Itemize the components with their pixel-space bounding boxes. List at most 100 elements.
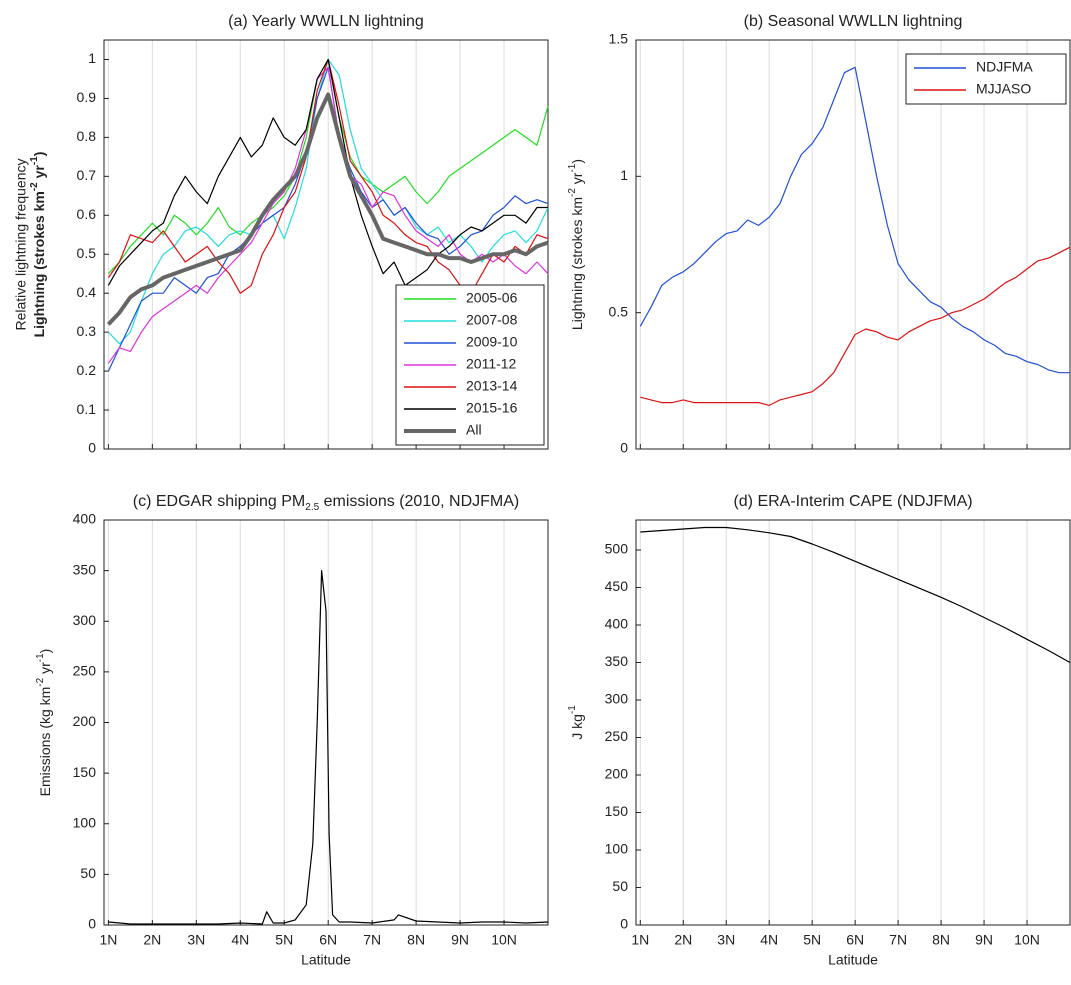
y-axis-label: Relative lightning frequency xyxy=(13,159,29,331)
x-tick-label: 6N xyxy=(319,932,337,948)
x-tick-label: 8N xyxy=(407,932,425,948)
legend-label: 2011-12 xyxy=(466,356,517,372)
legend-label: 2013-14 xyxy=(466,378,518,394)
chart-title: (c) EDGAR shipping PM2.5 emissions (2010… xyxy=(133,493,519,513)
x-tick-label: 4N xyxy=(231,932,249,948)
y-axis-label: Emissions (kg km-2 yr-1) xyxy=(35,649,53,797)
y-axis-label-part: -2 xyxy=(29,182,40,191)
y-tick-label: 150 xyxy=(73,764,97,780)
y-tick-label: 350 xyxy=(605,653,629,669)
series-line xyxy=(106,92,549,326)
y-axis-label-part: ) xyxy=(31,152,47,157)
plot-frame xyxy=(103,519,549,926)
x-tick-label: 2N xyxy=(674,932,692,948)
chart-title-part: emissions (2010, NDJFMA) xyxy=(319,493,519,510)
x-axis-label: Latitude xyxy=(301,952,351,968)
y-tick-label: 0.7 xyxy=(77,167,97,183)
x-tick-label: 5N xyxy=(803,932,821,948)
plot-frame xyxy=(635,39,1071,450)
chart-title-part: (c) EDGAR shipping PM xyxy=(133,493,306,510)
y-tick-label: 200 xyxy=(73,713,97,729)
y-axis-label-part: -2 xyxy=(567,188,578,197)
x-tick-label: 5N xyxy=(275,932,293,948)
legend-label: 2005-06 xyxy=(466,290,518,306)
y-tick-label: 100 xyxy=(73,814,97,830)
y-tick-label: 300 xyxy=(605,691,629,707)
y-tick-label: 350 xyxy=(73,561,97,577)
legend-label: 2015-16 xyxy=(466,400,518,416)
y-tick-label: 50 xyxy=(612,878,628,894)
y-tick-label: 400 xyxy=(605,616,629,632)
series-line xyxy=(640,526,1071,664)
x-tick-label: 3N xyxy=(717,932,735,948)
y-tick-label: 0.1 xyxy=(77,401,97,417)
y-tick-label: 100 xyxy=(605,841,629,857)
y-axis-label-part: -1 xyxy=(567,163,578,172)
y-axis-label: Lightning (strokes km-2 yr-1) xyxy=(567,159,585,330)
y-axis-label-part: yr xyxy=(31,165,47,183)
y-tick-label: 0.2 xyxy=(77,362,97,378)
series-line xyxy=(640,246,1071,406)
y-tick-label: 0.5 xyxy=(609,303,629,319)
x-tick-label: 2N xyxy=(143,932,161,948)
y-tick-label: 150 xyxy=(605,803,629,819)
x-tick-label: 10N xyxy=(491,932,517,948)
y-tick-label: 0 xyxy=(88,916,96,932)
y-tick-label: 50 xyxy=(80,865,96,881)
y-tick-label: 0.3 xyxy=(77,323,97,339)
y-axis-label-part: -2 xyxy=(35,677,46,686)
x-tick-label: 8N xyxy=(932,932,950,948)
y-axis-label-part: -1 xyxy=(567,705,578,714)
chart-title: (b) Seasonal WWLLN lightning xyxy=(744,13,963,30)
y-tick-label: 400 xyxy=(73,511,97,527)
series-line xyxy=(107,58,548,286)
y-tick-label: 450 xyxy=(605,578,629,594)
y-axis-label-part: J kg xyxy=(569,714,585,740)
y-axis-label-part: Lightning (strokes km xyxy=(31,191,47,337)
y-tick-label: 500 xyxy=(605,541,629,557)
plot-frame xyxy=(635,519,1071,926)
x-tick-label: 4N xyxy=(760,932,778,948)
x-tick-label: 1N xyxy=(99,932,117,948)
y-tick-label: 0.8 xyxy=(77,128,97,144)
y-tick-label: 1.5 xyxy=(609,31,629,47)
y-tick-label: 0 xyxy=(620,440,628,456)
y-axis-label-part: -1 xyxy=(29,156,40,165)
y-tick-label: 0 xyxy=(88,440,96,456)
legend-label: 2009-10 xyxy=(466,334,518,350)
x-tick-label: 1N xyxy=(631,932,649,948)
y-axis-label-part: Lightning (strokes km xyxy=(569,197,585,330)
y-axis-label-part: ) xyxy=(37,649,53,654)
y-axis-label-part: ) xyxy=(569,159,585,164)
chart-title: (d) ERA-Interim CAPE (NDJFMA) xyxy=(733,493,972,510)
y-tick-label: 0 xyxy=(620,916,628,932)
legend-label: NDJFMA xyxy=(976,59,1033,75)
y-tick-label: 0.9 xyxy=(77,89,97,105)
chart-title-part: 2.5 xyxy=(305,502,319,513)
y-axis-label: J kg-1 xyxy=(567,705,585,740)
series-line xyxy=(639,66,1070,374)
y-tick-label: 0.6 xyxy=(77,206,97,222)
series-line xyxy=(108,570,549,925)
y-tick-label: 200 xyxy=(605,766,629,782)
x-axis-label: Latitude xyxy=(828,952,878,968)
legend-label: All xyxy=(466,422,482,438)
y-axis-label-part: yr xyxy=(569,172,585,188)
y-tick-label: 0.4 xyxy=(77,284,97,300)
y-tick-label: 300 xyxy=(73,612,97,628)
y-tick-label: 250 xyxy=(605,728,629,744)
y-axis-label-part: Emissions (kg km xyxy=(37,687,53,797)
chart-title: (a) Yearly WWLLN lightning xyxy=(228,13,424,30)
x-tick-label: 9N xyxy=(451,932,469,948)
x-tick-label: 3N xyxy=(187,932,205,948)
y-axis-label-part: yr xyxy=(37,662,53,678)
y-tick-label: 0.5 xyxy=(77,245,97,261)
x-tick-label: 9N xyxy=(975,932,993,948)
legend-label: 2007-08 xyxy=(466,312,518,328)
y-axis-label-part: -1 xyxy=(35,653,46,662)
x-tick-label: 6N xyxy=(846,932,864,948)
y-tick-label: 1 xyxy=(88,50,96,66)
legend-label: MJJASO xyxy=(976,81,1031,97)
y-axis-label: Lightning (strokes km-2 yr-1) xyxy=(29,152,47,338)
